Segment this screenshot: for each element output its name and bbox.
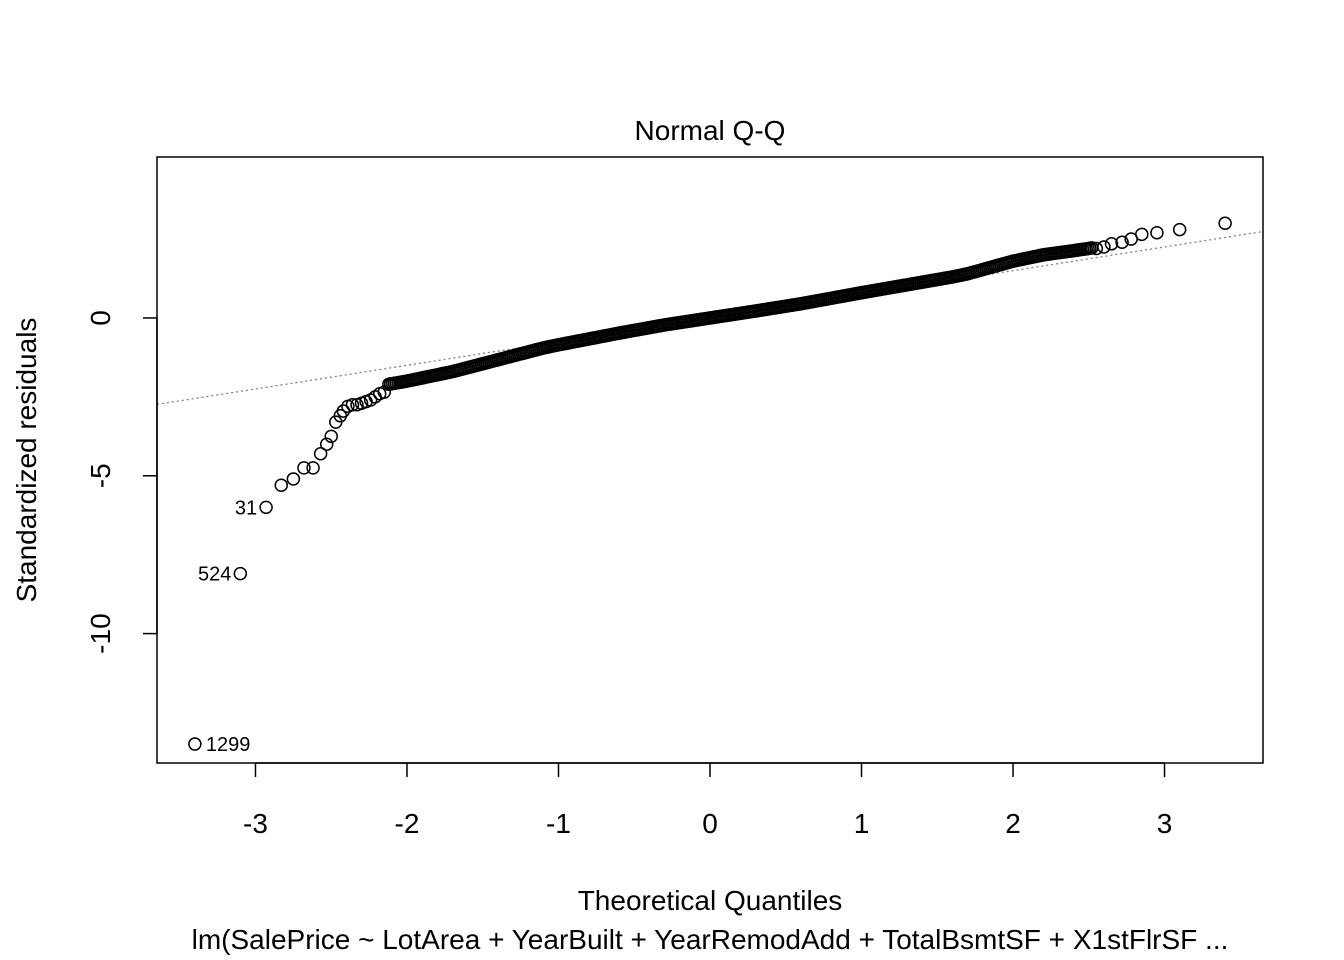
- outlier-label: 31: [235, 497, 257, 519]
- data-point: [1089, 241, 1104, 256]
- x-tick-label: -1: [546, 808, 571, 839]
- y-axis-title: Standardized residuals: [11, 318, 42, 603]
- data-points: [188, 216, 1232, 751]
- x-tick-label: 3: [1157, 808, 1173, 839]
- data-point: [233, 566, 248, 581]
- chart-title: Normal Q-Q: [635, 115, 786, 146]
- y-axis: -10 -5 0: [85, 310, 158, 654]
- outlier-label: 524: [198, 564, 231, 586]
- x-tick-label: 0: [702, 808, 718, 839]
- data-point: [313, 446, 328, 461]
- data-point: [1135, 227, 1149, 242]
- x-tick-label: -2: [395, 808, 420, 839]
- data-point: [319, 437, 334, 451]
- x-tick-label: 1: [854, 808, 870, 839]
- outlier-label: 1299: [206, 734, 251, 756]
- point-labels: 1299 524 31: [198, 497, 257, 756]
- data-point: [345, 398, 360, 412]
- y-tick-label: 0: [85, 310, 116, 326]
- data-point: [1172, 222, 1187, 237]
- data-point: [336, 404, 351, 418]
- reference-line: [156, 230, 1264, 406]
- data-point: [297, 461, 311, 475]
- x-tick-label: 2: [1005, 808, 1021, 839]
- data-point: [286, 472, 301, 486]
- data-point: [324, 429, 338, 444]
- data-point: [1218, 216, 1232, 231]
- data-point: [188, 737, 202, 751]
- data-point: [1150, 226, 1164, 240]
- data-point: [306, 461, 320, 475]
- y-tick-label: -10: [85, 613, 116, 653]
- model-formula-subtitle: lm(SalePrice ~ LotArea + YearBuilt + Yea…: [192, 924, 1229, 955]
- data-point: [1097, 240, 1111, 254]
- data-point: [377, 385, 392, 399]
- x-axis-title: Theoretical Quantiles: [578, 885, 843, 916]
- data-point: [1104, 237, 1119, 251]
- data-point: [1115, 235, 1129, 249]
- x-axis: -3 -2 -1 0 1 2 3: [243, 762, 1173, 839]
- y-tick-label: -5: [85, 463, 116, 488]
- data-point: [259, 500, 273, 515]
- data-point: [274, 478, 288, 492]
- x-tick-label: -3: [243, 808, 268, 839]
